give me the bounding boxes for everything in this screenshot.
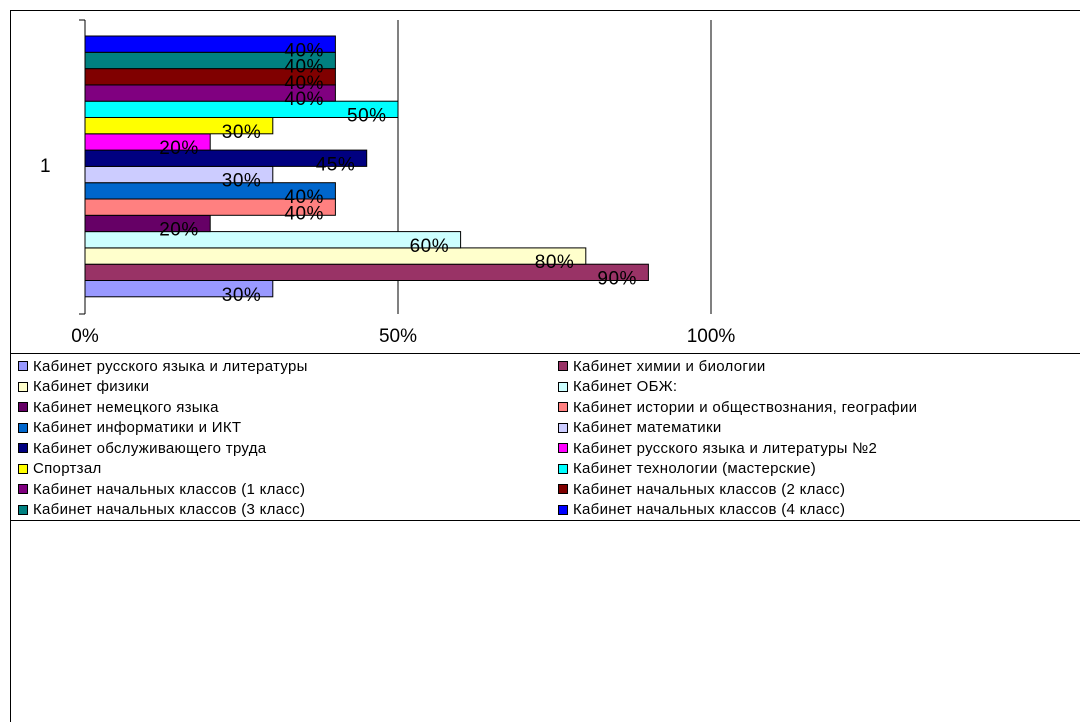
x-tick-label: 50% <box>379 326 417 347</box>
data-label: 60% <box>410 236 450 257</box>
legend-entry: Спортзал <box>18 460 102 478</box>
legend-entry: Кабинет химии и биологии <box>558 357 766 375</box>
legend-label: Кабинет истории и обществознания, геогра… <box>573 398 918 416</box>
legend-label: Кабинет химии и биологии <box>573 357 766 375</box>
data-label: 40% <box>284 187 324 208</box>
data-label: 20% <box>159 138 199 159</box>
data-label: 40% <box>284 203 324 224</box>
legend-entry: Кабинет начальных классов (3 класс) <box>18 501 305 519</box>
data-labels-layer: 30%90%80%60%20%40%40%30%45%20%30%50%40%4… <box>159 40 637 306</box>
data-label: 30% <box>222 171 262 192</box>
data-label: 90% <box>597 269 637 290</box>
bars-layer <box>84 35 649 298</box>
legend-swatch <box>18 463 28 474</box>
chart-frame <box>10 10 1080 722</box>
legend-entry: Кабинет начальных классов (4 класс) <box>558 501 845 519</box>
legend-label: Кабинет ОБЖ: <box>573 378 678 395</box>
data-label: 40% <box>284 57 324 78</box>
legend-swatch <box>558 463 568 474</box>
legend-entry: Кабинет начальных классов (1 класс) <box>18 480 305 498</box>
category-label: 1 <box>40 156 51 177</box>
data-label: 45% <box>316 154 356 175</box>
legend-label: Кабинет информатики и ИКТ <box>33 419 242 436</box>
legend-swatch <box>558 484 568 494</box>
legend-swatch <box>18 443 28 453</box>
data-label: 20% <box>159 220 199 241</box>
legend-entry: Кабинет немецкого языка <box>18 398 219 416</box>
legend-label: Кабинет начальных классов (2 класс) <box>573 480 846 498</box>
legend-label: Кабинет технологии (мастерские) <box>573 460 817 477</box>
legend-entry: Кабинет истории и обществознания, геогра… <box>558 398 917 416</box>
legend-entry: Кабинет физики <box>18 378 149 396</box>
legend-swatch <box>18 484 28 494</box>
legend-swatch <box>558 504 568 515</box>
legend-swatch <box>18 361 28 371</box>
legend-swatch <box>558 381 568 392</box>
legend-label: Кабинет начальных классов (3 класс) <box>33 501 306 518</box>
bar-4 <box>84 231 462 249</box>
data-label: 80% <box>535 252 575 273</box>
legend-swatch <box>558 443 568 453</box>
legend-label: Кабинет физики <box>33 378 150 395</box>
legend-label: Кабинет немецкого языка <box>33 398 219 416</box>
legend-swatch <box>558 402 568 412</box>
legend-entry: Кабинет обслуживающего труда <box>18 439 266 457</box>
legend-entry: Кабинет математики <box>558 419 722 437</box>
axis-layer: 1 0% 50% 100% <box>40 19 736 347</box>
legend-swatch <box>18 381 28 392</box>
legend-entry: Кабинет ОБЖ: <box>558 378 677 396</box>
legend-entry: Кабинет технологии (мастерские) <box>558 460 816 478</box>
legend-label: Кабинет математики <box>573 419 722 436</box>
legend-swatch <box>18 504 28 515</box>
legend-label: Кабинет начальных классов (1 класс) <box>33 480 306 498</box>
bar-3 <box>84 247 587 265</box>
legend-swatch <box>558 361 568 371</box>
data-label: 40% <box>284 89 324 110</box>
legend-entry: Кабинет начальных классов (2 класс) <box>558 480 845 498</box>
data-label: 30% <box>222 122 262 143</box>
legend-label: Спортзал <box>33 460 102 477</box>
legend-label: Кабинет русского языка и литературы <box>33 357 308 375</box>
x-tick-label: 100% <box>687 326 736 347</box>
legend-label: Кабинет обслуживающего труда <box>33 439 267 457</box>
x-tick-label: 0% <box>71 326 99 347</box>
legend-label: Кабинет начальных классов (4 класс) <box>573 501 846 518</box>
legend-entry: Кабинет русского языка и литературы <box>18 357 308 375</box>
legend-swatch <box>18 422 28 433</box>
legend: Кабинет русского языка и литературы Кабин… <box>10 353 1080 521</box>
data-label: 50% <box>347 106 387 127</box>
data-label: 30% <box>222 285 262 306</box>
bar-chart: 30%90%80%60%20%40%40%30%45%20%30%50%40%4… <box>40 19 736 347</box>
legend-swatch <box>18 402 28 412</box>
data-label: 40% <box>284 40 324 61</box>
legend-entry: Кабинет информатики и ИКТ <box>18 419 241 437</box>
legend-entry: Кабинет русского языка и литературы №2 <box>558 439 877 457</box>
legend-label: Кабинет русского языка и литературы №2 <box>573 439 878 457</box>
legend-swatch <box>558 422 568 433</box>
data-label: 40% <box>284 73 324 94</box>
